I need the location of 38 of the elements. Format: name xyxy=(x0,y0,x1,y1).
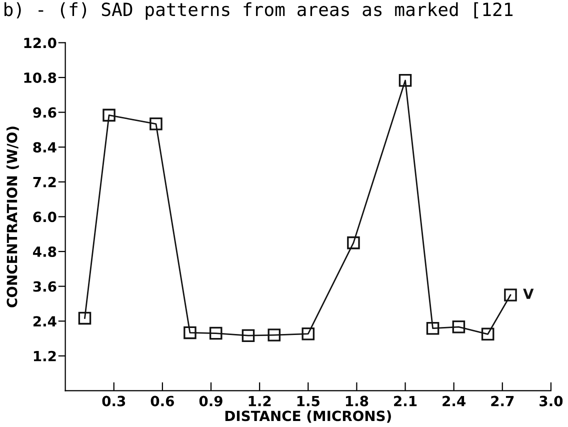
x-tick-label: 3.0 xyxy=(540,396,563,406)
point xyxy=(426,322,440,335)
point xyxy=(184,326,196,340)
x-tick-label: 1.8 xyxy=(346,396,368,406)
point xyxy=(302,327,315,340)
y-tick-label: 3.6 xyxy=(33,281,56,292)
x-tick-label: 2.4 xyxy=(442,396,466,406)
y-axis-title: CONCENTRATION (W/O) xyxy=(6,126,19,308)
y-tick-label: 9.6 xyxy=(33,107,56,118)
series-label: V xyxy=(523,288,534,299)
y-tick-label: 12.0 xyxy=(24,38,56,48)
x-axis-title: DISTANCE (MICRONS) xyxy=(225,410,391,423)
x-tick-label: 0.6 xyxy=(150,396,174,406)
point xyxy=(398,74,412,87)
point xyxy=(242,329,255,342)
point xyxy=(347,236,360,250)
point xyxy=(452,320,466,334)
point xyxy=(150,118,162,130)
y-tick-label: 7.2 xyxy=(33,176,56,188)
point xyxy=(504,288,517,302)
y-tick-label: 1.2 xyxy=(34,350,56,362)
point xyxy=(481,328,494,341)
x-tick-label: 2.1 xyxy=(394,396,417,406)
x-tick-label: 1.5 xyxy=(297,396,320,406)
point xyxy=(102,108,116,122)
y-tick-label: 8.4 xyxy=(33,142,56,153)
x-tick-label: 0.3 xyxy=(102,396,126,406)
x-tick-label: 0.9 xyxy=(199,396,222,406)
point xyxy=(209,326,222,340)
y-tick-label: 4.8 xyxy=(33,246,56,257)
y-tick-label: 10.8 xyxy=(24,72,56,83)
text: b) - (f) SAD patterns from areas as marked [121 xyxy=(4,2,513,20)
x-tick-label: 2.7 xyxy=(491,396,514,406)
point xyxy=(78,312,92,325)
point xyxy=(268,328,281,342)
x-tick-label: 1.2 xyxy=(248,396,271,406)
y-tick-label: 2.4 xyxy=(33,316,56,326)
y-tick-label: 6.0 xyxy=(33,212,56,222)
